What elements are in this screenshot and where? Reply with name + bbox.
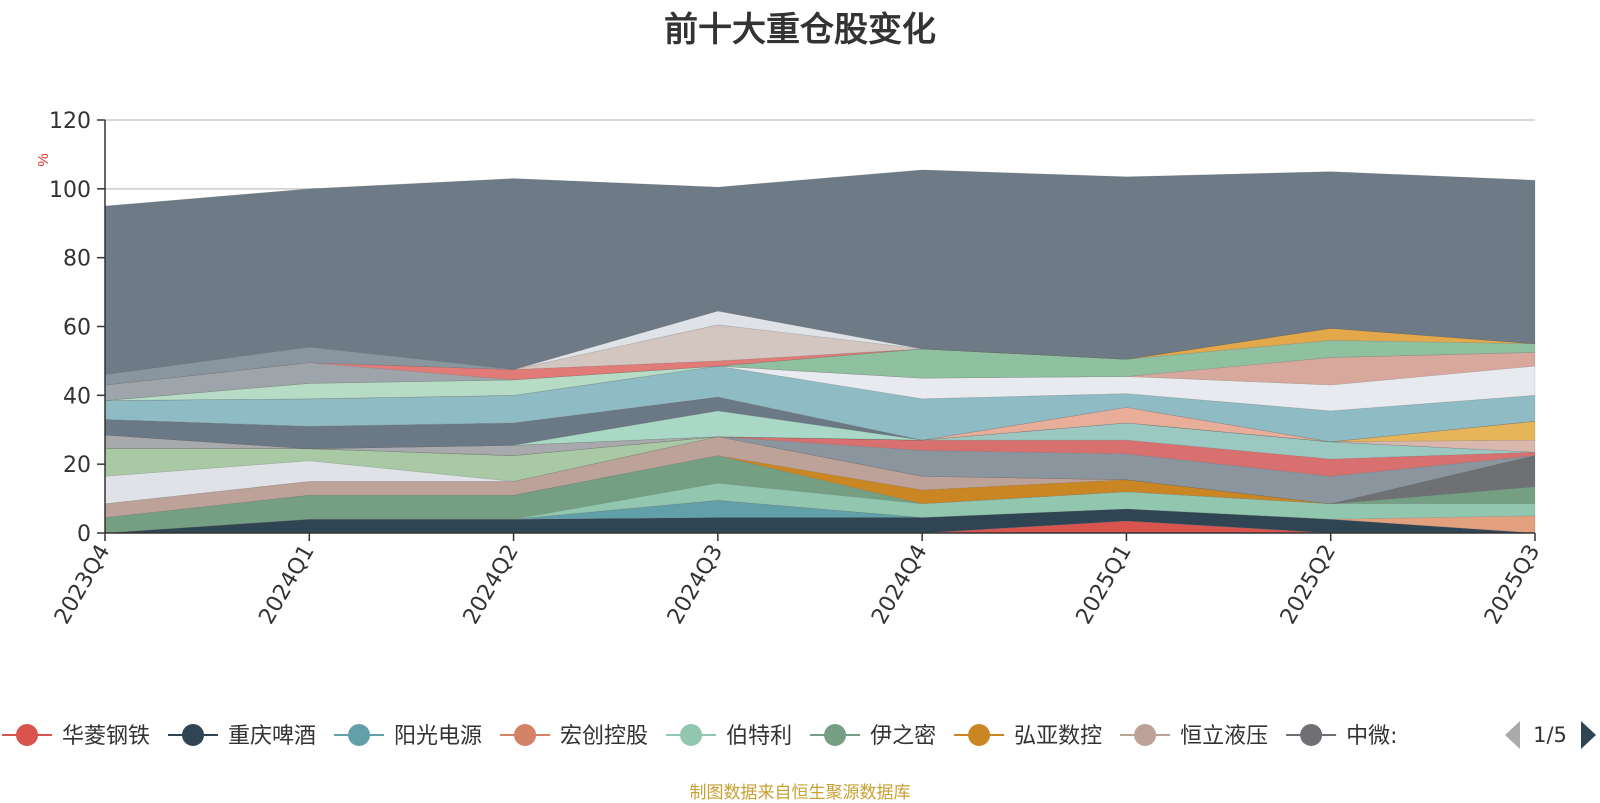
legend-label: 宏创控股 [560, 724, 648, 749]
legend-marker [1134, 724, 1157, 746]
legend-label: 中微: [1346, 724, 1397, 749]
chart-title: 前十大重仓股变化 [664, 10, 936, 50]
x-tick-label: 2024Q3 [663, 541, 728, 629]
legend-label: 伯特利 [726, 724, 792, 749]
area-series-25 [104, 352, 1536, 401]
x-tick-label: 2025Q3 [1480, 541, 1545, 629]
y-tick-label: 0 [77, 522, 91, 547]
legend-page-indicator: 1/5 [1533, 723, 1567, 747]
y-tick-label: 40 [63, 384, 91, 409]
legend: 华菱钢铁 重庆啤酒 阳光电源 宏创控股 伯特利 伊之密 弘亚数控 恒立液压 中微: 1/5 [2, 721, 1596, 749]
y-tick-label: 60 [63, 316, 91, 341]
legend-prev-arrow-icon[interactable] [1505, 721, 1520, 749]
area-series-32 [104, 310, 1536, 386]
legend-label: 弘亚数控 [1014, 724, 1102, 749]
legend-label: 阳光电源 [394, 724, 482, 749]
legend-marker [182, 724, 205, 746]
area-series-13 [105, 436, 1536, 477]
legend-marker [824, 724, 847, 746]
legend-label: 伊之密 [870, 724, 936, 749]
legend-item[interactable]: 阳光电源 [334, 724, 482, 749]
source-note: 制图数据来自恒生聚源数据库 [689, 783, 911, 803]
y-axis-unit-label: % [35, 153, 52, 166]
legend-next-arrow-icon[interactable] [1581, 721, 1596, 749]
legend-marker [348, 724, 371, 746]
x-tick-label: 2023Q4 [50, 541, 115, 629]
legend-marker [16, 724, 38, 746]
legend-item[interactable]: 恒立液压 [1120, 724, 1268, 749]
area-series-7 [104, 455, 1536, 518]
legend-item[interactable]: 中微: [1286, 724, 1398, 749]
legend-item[interactable]: 伯特利 [666, 724, 792, 749]
legend-marker [514, 724, 537, 746]
legend-label: 恒立液压 [1180, 724, 1268, 749]
legend-item[interactable]: 重庆啤酒 [168, 724, 316, 749]
legend-marker [968, 724, 991, 746]
area-series-33 [104, 169, 1536, 376]
y-tick-label: 80 [63, 247, 91, 272]
x-tick-label: 2025Q2 [1276, 541, 1341, 629]
y-tick-label: 120 [49, 109, 91, 134]
area-series-group [104, 169, 1536, 534]
area-series-12 [105, 436, 1536, 505]
legend-label: 华菱钢铁 [62, 724, 150, 749]
x-tick-label: 2024Q1 [254, 541, 319, 629]
x-tick-label: 2024Q2 [459, 541, 524, 629]
y-tick-label: 100 [49, 178, 91, 203]
x-tick-label: 2024Q4 [867, 541, 932, 629]
area-series-6 [104, 455, 1536, 534]
area-series-14 [105, 422, 1536, 460]
y-tick-label: 20 [63, 453, 91, 478]
legend-item[interactable]: 华菱钢铁 [2, 724, 150, 749]
x-tick-label: 2025Q1 [1072, 541, 1137, 629]
legend-item[interactable]: 伊之密 [810, 724, 936, 749]
legend-marker [680, 724, 703, 746]
legend-item[interactable]: 宏创控股 [500, 724, 648, 749]
legend-item[interactable]: 弘亚数控 [954, 724, 1102, 749]
legend-label: 重庆啤酒 [228, 724, 316, 749]
legend-marker [1300, 724, 1323, 746]
